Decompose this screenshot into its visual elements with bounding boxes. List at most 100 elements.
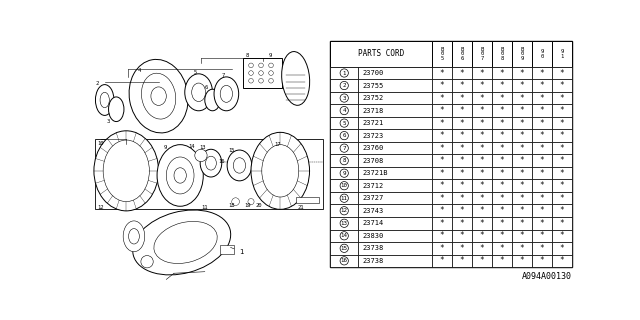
Text: *: * [560,244,564,253]
Text: *: * [479,156,484,165]
Text: *: * [440,256,444,265]
Bar [330,117,358,129]
Bar [432,129,452,142]
Circle shape [340,169,348,177]
Bar [330,167,358,180]
Ellipse shape [262,145,299,197]
Bar [472,154,492,167]
Bar [358,79,432,92]
Text: *: * [560,156,564,165]
Text: *: * [520,194,524,203]
Text: *: * [540,68,545,77]
Text: *: * [520,256,524,265]
Ellipse shape [259,78,263,83]
Bar [532,204,552,217]
Text: *: * [560,144,564,153]
Text: *: * [560,219,564,228]
Ellipse shape [259,63,263,68]
Circle shape [340,156,348,165]
Text: 3: 3 [342,96,346,100]
Bar [330,67,358,79]
Circle shape [340,244,348,252]
Bar [492,217,512,229]
Ellipse shape [269,71,273,75]
Text: B
0
7: B 0 7 [480,47,484,61]
Bar [330,104,358,117]
Text: *: * [540,194,545,203]
Bar [432,41,452,67]
Bar [358,217,432,229]
Text: *: * [520,169,524,178]
Bar [358,204,432,217]
Ellipse shape [214,77,239,111]
Text: *: * [540,106,545,115]
Circle shape [340,107,348,115]
Text: *: * [540,244,545,253]
Text: 19: 19 [244,203,250,208]
Bar [492,167,512,180]
Bar [330,154,358,167]
Text: *: * [560,231,564,240]
Text: 23743: 23743 [363,208,384,214]
Text: *: * [460,219,464,228]
Text: *: * [440,219,444,228]
Text: *: * [560,68,564,77]
Bar [552,41,572,67]
Bar [532,41,552,67]
Bar [512,204,532,217]
Bar [358,92,432,104]
Text: 23723: 23723 [363,132,384,139]
Bar [452,167,472,180]
Circle shape [340,194,348,202]
Bar [472,67,492,79]
Text: 4: 4 [138,68,141,73]
Ellipse shape [123,221,145,252]
Bar [492,67,512,79]
Text: *: * [540,93,545,102]
Text: B
0
5: B 0 5 [440,47,444,61]
Bar [512,79,532,92]
Bar [532,192,552,204]
Text: 9: 9 [269,53,272,58]
Text: *: * [540,256,545,265]
Circle shape [340,69,348,77]
Text: *: * [560,106,564,115]
Bar [512,167,532,180]
Text: *: * [460,244,464,253]
Bar [452,255,472,267]
Bar [492,255,512,267]
Bar [492,92,512,104]
Bar [532,67,552,79]
Bar [492,180,512,192]
Text: 6: 6 [205,85,208,90]
Bar [512,142,532,154]
Text: 5: 5 [194,70,197,75]
Text: *: * [540,219,545,228]
Text: 15: 15 [228,148,235,153]
Bar [243,58,282,88]
Circle shape [340,81,348,90]
Bar [452,129,472,142]
Bar [532,255,552,267]
Ellipse shape [132,210,230,275]
Text: *: * [440,206,444,215]
Bar [330,142,358,154]
Bar [330,41,572,267]
Text: *: * [479,68,484,77]
Text: 23738: 23738 [363,258,384,264]
Bar [492,104,512,117]
Ellipse shape [94,131,159,211]
Text: *: * [440,81,444,90]
Text: *: * [540,231,545,240]
Text: *: * [479,206,484,215]
Text: *: * [500,169,504,178]
Bar [552,217,572,229]
Circle shape [340,181,348,190]
Text: *: * [520,181,524,190]
Bar [358,255,432,267]
Ellipse shape [269,63,273,68]
Text: *: * [460,194,464,203]
Text: *: * [479,93,484,102]
Bar [552,204,572,217]
Text: 23714: 23714 [363,220,384,226]
